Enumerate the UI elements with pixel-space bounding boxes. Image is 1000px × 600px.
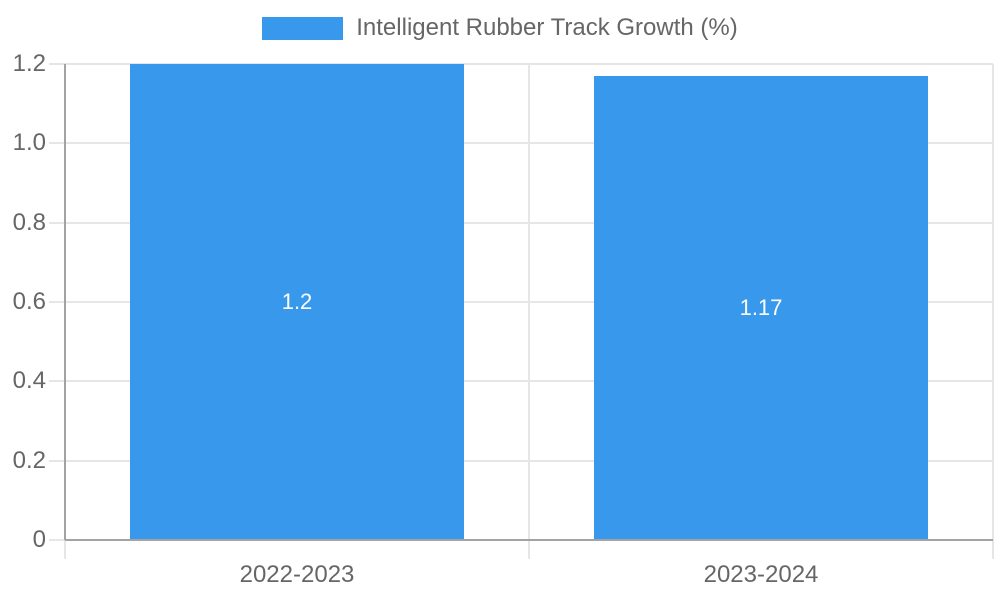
- gridline: [49, 459, 993, 462]
- y-tick-label: 0: [32, 526, 46, 553]
- x-tick-label: 2023-2024: [703, 561, 819, 588]
- bar-value-label: 1.2: [281, 289, 313, 314]
- y-tick-label: 0.6: [12, 288, 46, 315]
- bar-value-label: 1.17: [739, 294, 783, 320]
- gridline: [49, 142, 993, 145]
- legend-item[interactable]: Intelligent Rubber Track Growth (%): [262, 14, 738, 42]
- gridline: [992, 64, 994, 559]
- bar: [593, 75, 929, 540]
- legend: Intelligent Rubber Track Growth (%): [0, 14, 1000, 42]
- y-tick-label: 1.2: [12, 50, 46, 77]
- gridline: [49, 380, 993, 383]
- gridline: [49, 301, 993, 303]
- bar: [129, 64, 465, 540]
- legend-label: Intelligent Rubber Track Growth (%): [356, 14, 738, 41]
- y-tick-label: 0.4: [12, 367, 46, 395]
- y-axis-line: [64, 64, 66, 540]
- gridline: [528, 64, 530, 559]
- legend-swatch: [262, 16, 344, 40]
- y-tick: [49, 539, 65, 541]
- y-tick-label: 1.0: [12, 129, 46, 157]
- x-axis-line: [65, 539, 993, 541]
- gridline: [49, 63, 993, 65]
- y-tick-label: 0.8: [12, 208, 46, 236]
- gridline: [49, 221, 993, 224]
- y-tick-label: 0.2: [12, 446, 46, 474]
- x-tick-label: 2022-2023: [239, 561, 355, 588]
- x-tick: [64, 540, 66, 559]
